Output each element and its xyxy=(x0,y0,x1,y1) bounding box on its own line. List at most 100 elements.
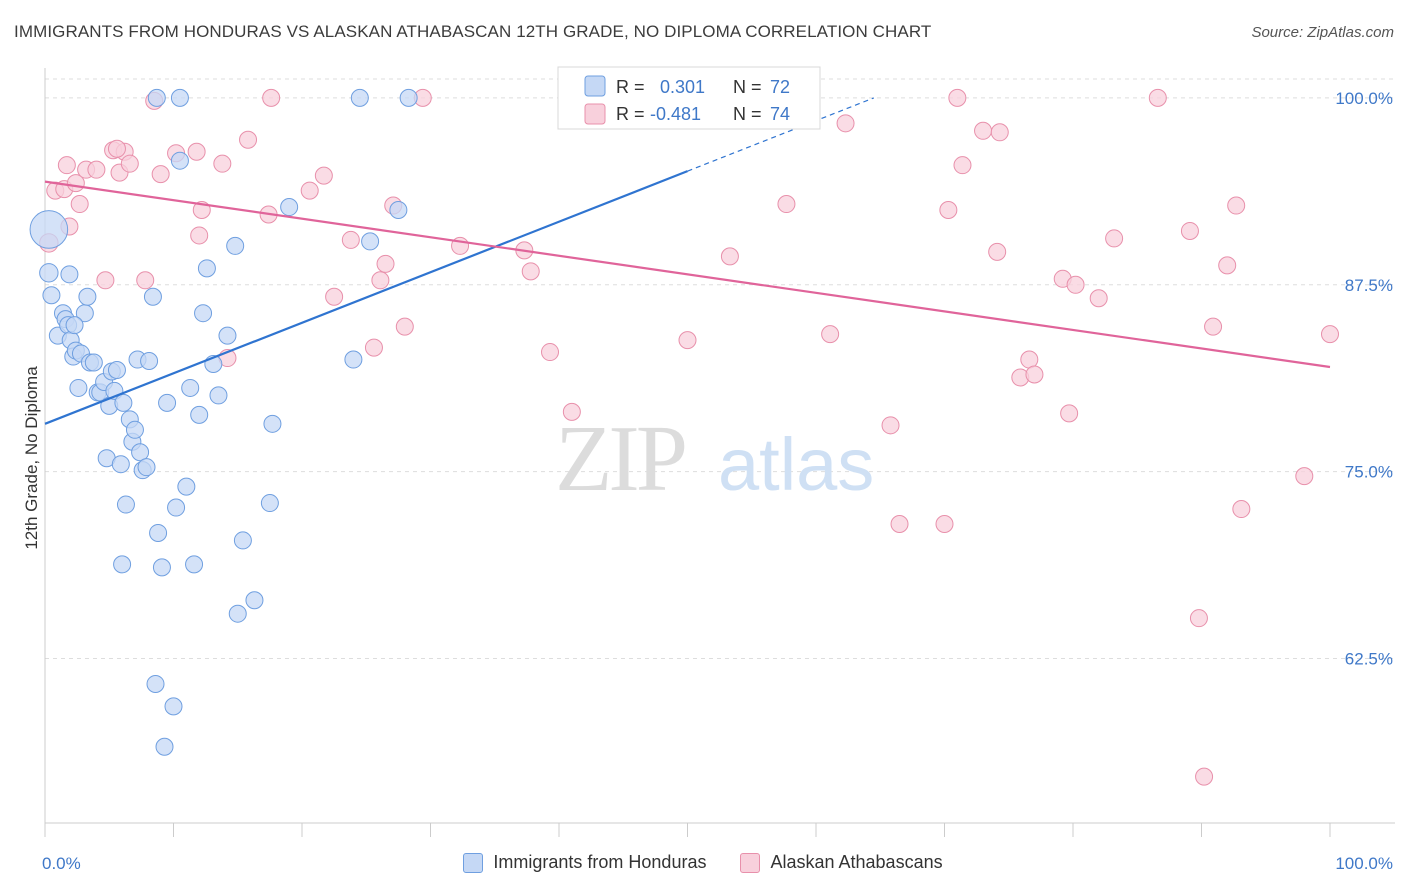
point-honduras xyxy=(111,455,130,474)
legend-pink-n-value: 74 xyxy=(770,104,790,124)
point-honduras xyxy=(399,88,418,107)
point-athabascan xyxy=(1148,88,1167,107)
point-athabascan xyxy=(948,88,967,107)
point-athabascan xyxy=(151,165,170,184)
point-athabascan xyxy=(187,142,206,161)
point-athabascan xyxy=(341,230,360,249)
point-honduras xyxy=(181,378,200,397)
point-athabascan xyxy=(239,130,258,149)
point-honduras xyxy=(233,531,252,550)
point-athabascan xyxy=(953,156,972,175)
point-athabascan xyxy=(988,242,1007,261)
legend-pink-n-label: N = xyxy=(733,104,762,124)
point-athabascan xyxy=(371,271,390,290)
legend-label-athabascans: Alaskan Athabascans xyxy=(770,852,943,872)
point-honduras xyxy=(84,353,103,372)
point-honduras xyxy=(177,477,196,496)
series-immigrants-from-honduras xyxy=(29,88,594,756)
point-athabascan xyxy=(376,254,395,273)
point-athabascan xyxy=(821,325,840,344)
point-honduras xyxy=(350,88,369,107)
point-honduras xyxy=(185,555,204,574)
point-athabascan xyxy=(300,181,319,200)
point-honduras xyxy=(344,350,363,369)
point-athabascan xyxy=(57,156,76,175)
point-honduras xyxy=(116,495,135,514)
point-athabascan xyxy=(1089,289,1108,308)
legend-label-honduras: Immigrants from Honduras xyxy=(493,852,707,872)
point-honduras xyxy=(147,88,166,107)
point-athabascan xyxy=(1020,350,1039,369)
y-tick-label: 62.5% xyxy=(1345,650,1393,669)
y-tick-label: 75.0% xyxy=(1345,463,1393,482)
trend-line-honduras xyxy=(44,170,688,425)
point-athabascan xyxy=(1105,229,1124,248)
point-athabascan xyxy=(678,331,697,350)
point-athabascan xyxy=(1321,325,1339,344)
watermark: ZIP atlas xyxy=(555,407,874,511)
point-honduras xyxy=(140,352,159,371)
point-athabascan xyxy=(190,226,209,245)
point-athabascan xyxy=(1218,256,1237,275)
tick-labels: 100.0% 87.5% 75.0% 62.5% 0.0% 100.0% xyxy=(42,89,1393,873)
series-alaskan-athabascans xyxy=(39,88,1339,786)
point-honduras xyxy=(209,386,228,405)
point-athabascan xyxy=(1060,404,1079,423)
correlation-legend: R = 0.301 N = 72 R = -0.481 N = 74 xyxy=(557,66,821,130)
point-honduras xyxy=(170,88,189,107)
point-honduras xyxy=(170,151,189,170)
point-honduras xyxy=(190,405,209,424)
point-athabascan xyxy=(96,271,115,290)
point-athabascan xyxy=(1189,609,1208,628)
point-athabascan xyxy=(1066,275,1085,294)
point-athabascan xyxy=(1295,467,1314,486)
axes xyxy=(44,68,1395,837)
point-athabascan xyxy=(314,166,333,185)
point-honduras xyxy=(137,458,156,477)
legend-blue-n-label: N = xyxy=(733,77,762,97)
point-athabascan xyxy=(213,154,232,173)
point-athabascan xyxy=(990,123,1009,142)
point-athabascan xyxy=(107,139,126,158)
point-athabascan xyxy=(1025,365,1044,384)
y-tick-label: 87.5% xyxy=(1345,276,1393,295)
legend-swatch-pink xyxy=(740,852,761,873)
grid-lines xyxy=(45,78,1395,660)
point-honduras xyxy=(107,361,126,379)
point-honduras xyxy=(218,326,237,345)
point-honduras xyxy=(197,259,216,278)
watermark-atlas: atlas xyxy=(718,423,874,506)
point-honduras xyxy=(69,378,88,397)
point-athabascan xyxy=(120,154,139,173)
point-athabascan xyxy=(562,402,581,421)
point-honduras xyxy=(228,604,247,623)
y-tick-label: 100.0% xyxy=(1335,89,1393,108)
x-tick-label-max: 100.0% xyxy=(1335,854,1393,873)
point-honduras xyxy=(164,697,183,716)
legend-item-athabascans: Alaskan Athabascans xyxy=(740,852,943,873)
point-honduras xyxy=(361,232,380,251)
legend-item-honduras: Immigrants from Honduras xyxy=(463,852,706,873)
point-athabascan xyxy=(87,160,106,179)
point-athabascan xyxy=(136,271,155,290)
point-athabascan xyxy=(1227,196,1246,215)
watermark-zip: ZIP xyxy=(555,407,685,511)
point-honduras xyxy=(29,210,69,249)
point-honduras xyxy=(113,555,132,574)
point-athabascan xyxy=(1232,500,1251,519)
y-axis-label: 12th Grade, No Diploma xyxy=(22,366,41,550)
point-honduras xyxy=(158,393,177,412)
point-honduras xyxy=(167,498,186,517)
point-athabascan xyxy=(70,195,89,214)
point-honduras xyxy=(245,591,264,610)
point-honduras xyxy=(152,558,171,577)
legend-swatch-blue xyxy=(463,852,484,873)
point-athabascan xyxy=(881,416,900,435)
trend-line-honduras-extension xyxy=(687,97,875,172)
point-athabascan xyxy=(890,514,909,533)
legend-pink-r-label: R = xyxy=(616,104,645,124)
point-athabascan xyxy=(777,195,796,214)
point-honduras xyxy=(263,414,282,433)
point-athabascan xyxy=(395,317,414,336)
point-athabascan xyxy=(974,121,993,140)
